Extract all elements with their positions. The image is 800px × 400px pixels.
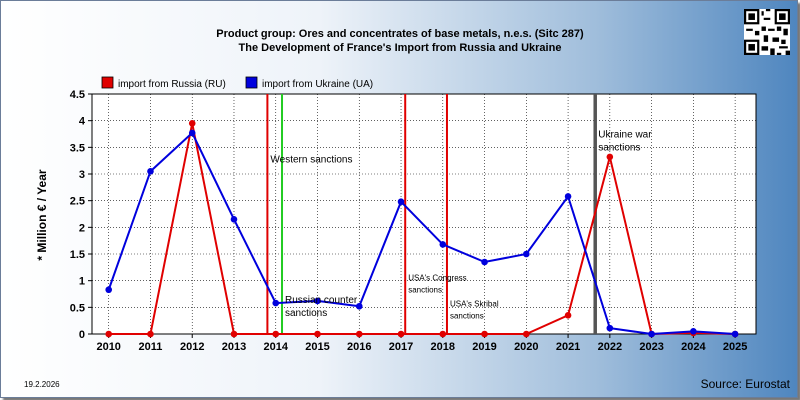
y-tick-label: 3 bbox=[79, 169, 85, 181]
data-point bbox=[272, 299, 280, 307]
data-point bbox=[523, 250, 530, 258]
data-point bbox=[147, 330, 154, 338]
x-tick-label: 2017 bbox=[389, 341, 413, 353]
y-tick-label: 1.5 bbox=[70, 249, 85, 261]
x-tick-label: 2023 bbox=[639, 341, 663, 353]
chart-subtitle: The Development of France's Import from … bbox=[238, 42, 562, 54]
x-tick-label: 2018 bbox=[431, 341, 455, 353]
date-stamp: 19.2.2026 bbox=[24, 380, 60, 389]
y-tick-label: 2.5 bbox=[70, 196, 85, 208]
x-tick-label: 2022 bbox=[598, 341, 622, 353]
y-tick-label: 0 bbox=[79, 329, 85, 341]
qr-code-icon bbox=[744, 9, 790, 55]
data-point bbox=[606, 153, 614, 161]
data-point bbox=[439, 241, 447, 248]
legend-swatch bbox=[245, 76, 258, 89]
data-point bbox=[564, 312, 572, 319]
x-tick-label: 2025 bbox=[723, 341, 747, 353]
y-tick-label: 4.5 bbox=[70, 89, 85, 101]
x-tick-label: 2010 bbox=[96, 341, 120, 353]
chart-title: Product group: Ores and concentrates of … bbox=[216, 28, 584, 40]
legend-entry: import from Russia (RU) bbox=[118, 79, 226, 90]
data-point bbox=[481, 258, 488, 266]
y-tick-label: 0.5 bbox=[70, 302, 85, 314]
data-point bbox=[230, 330, 238, 338]
y-tick-label: 4 bbox=[79, 116, 86, 128]
source-label: Source: Eurostat bbox=[700, 377, 790, 391]
y-tick-label: 1 bbox=[79, 276, 85, 288]
data-point bbox=[439, 330, 447, 338]
data-point bbox=[314, 297, 321, 305]
data-point bbox=[355, 330, 363, 338]
annotation-label: sanctions bbox=[285, 308, 327, 319]
annotation-label: USA's Congress bbox=[408, 274, 466, 283]
data-point bbox=[230, 216, 238, 223]
data-point bbox=[523, 330, 530, 338]
series-line-ukraine bbox=[107, 131, 736, 336]
x-tick-label: 2015 bbox=[305, 341, 329, 353]
annotation-label: USA's Skribal bbox=[450, 299, 499, 308]
legend-swatch bbox=[101, 76, 114, 89]
annotation-label: Ukraine war bbox=[598, 130, 652, 141]
data-point bbox=[481, 330, 488, 338]
data-point bbox=[397, 330, 405, 338]
data-point bbox=[397, 198, 405, 206]
plot-area bbox=[91, 93, 757, 335]
annotation-label: sanctions bbox=[598, 143, 640, 154]
x-tick-label: 2020 bbox=[514, 341, 538, 353]
data-point bbox=[314, 330, 321, 338]
data-point bbox=[272, 330, 280, 338]
annotation-label: Western sanctions bbox=[270, 154, 352, 165]
data-point bbox=[690, 328, 697, 335]
y-tick-label: 3.5 bbox=[70, 142, 85, 154]
series-line-russia bbox=[108, 123, 736, 336]
data-point bbox=[606, 324, 614, 332]
data-point bbox=[648, 330, 655, 338]
data-point bbox=[105, 286, 113, 294]
x-tick-label: 2016 bbox=[347, 341, 371, 353]
data-point bbox=[105, 330, 113, 338]
data-point bbox=[147, 168, 154, 175]
data-point bbox=[188, 120, 196, 127]
annotation-label: Russian counter bbox=[285, 295, 358, 306]
data-point bbox=[731, 330, 739, 338]
data-point bbox=[188, 129, 196, 137]
annotation-label: sanctions bbox=[450, 311, 484, 320]
legend-entry: import from Ukraine (UA) bbox=[262, 79, 373, 90]
x-tick-label: 2011 bbox=[139, 341, 163, 353]
x-tick-label: 2024 bbox=[681, 341, 706, 353]
x-tick-label: 2021 bbox=[556, 341, 580, 353]
data-point bbox=[355, 302, 363, 310]
x-tick-label: 2012 bbox=[180, 341, 204, 353]
annotation-label: sanctions bbox=[408, 286, 442, 295]
x-tick-label: 2013 bbox=[222, 341, 246, 353]
x-tick-label: 2019 bbox=[472, 341, 496, 353]
data-point bbox=[564, 193, 572, 200]
x-tick-label: 2014 bbox=[264, 341, 289, 353]
y-tick-label: 2 bbox=[79, 222, 85, 234]
